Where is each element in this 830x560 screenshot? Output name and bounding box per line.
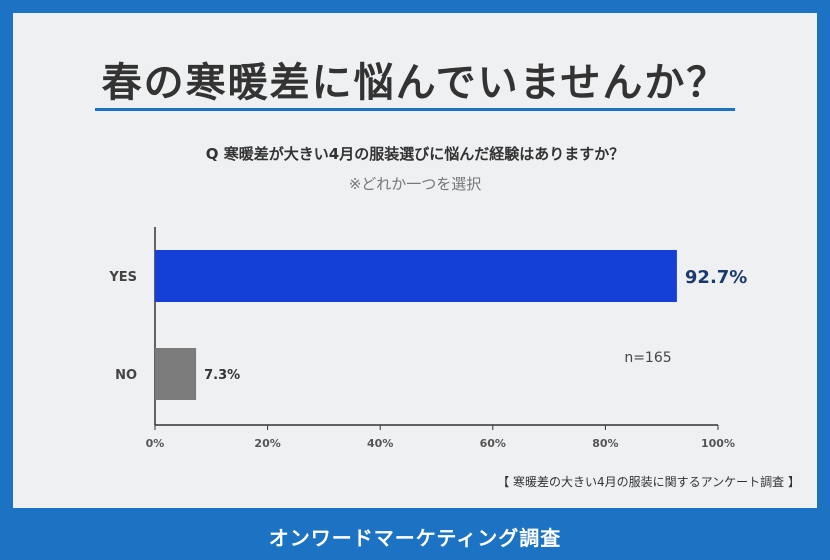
- footer-bar: オンワードマーケティング調査: [0, 508, 830, 560]
- bar-yes: [155, 250, 677, 302]
- footer-title: オンワードマーケティング調査: [268, 526, 562, 550]
- x-tick-label: 20%: [254, 437, 280, 450]
- headline-underline: [95, 108, 735, 111]
- value-label: 7.3%: [204, 368, 240, 383]
- category-label: YES: [108, 270, 137, 285]
- sample-size-annotation: n=165: [624, 350, 671, 366]
- headline: 春の寒暖差に悩んでいませんか？: [101, 60, 729, 106]
- category-label: NO: [115, 368, 137, 383]
- x-tick-label: 100%: [701, 437, 735, 450]
- x-tick-label: 80%: [592, 437, 618, 450]
- x-tick-label: 0%: [146, 437, 165, 450]
- selection-note: ※どれか一つを選択: [348, 175, 482, 193]
- x-tick-label: 60%: [480, 437, 506, 450]
- survey-source: 【 寒暖差の大きい4月の服装に関するアンケート調査 】: [497, 475, 800, 489]
- value-label: 92.7%: [685, 267, 747, 288]
- x-tick-label: 40%: [367, 437, 393, 450]
- bar-no: [155, 348, 197, 400]
- survey-question: Q 寒暖差が大きい4月の服装選びに悩んだ経験はありますか？: [205, 145, 625, 163]
